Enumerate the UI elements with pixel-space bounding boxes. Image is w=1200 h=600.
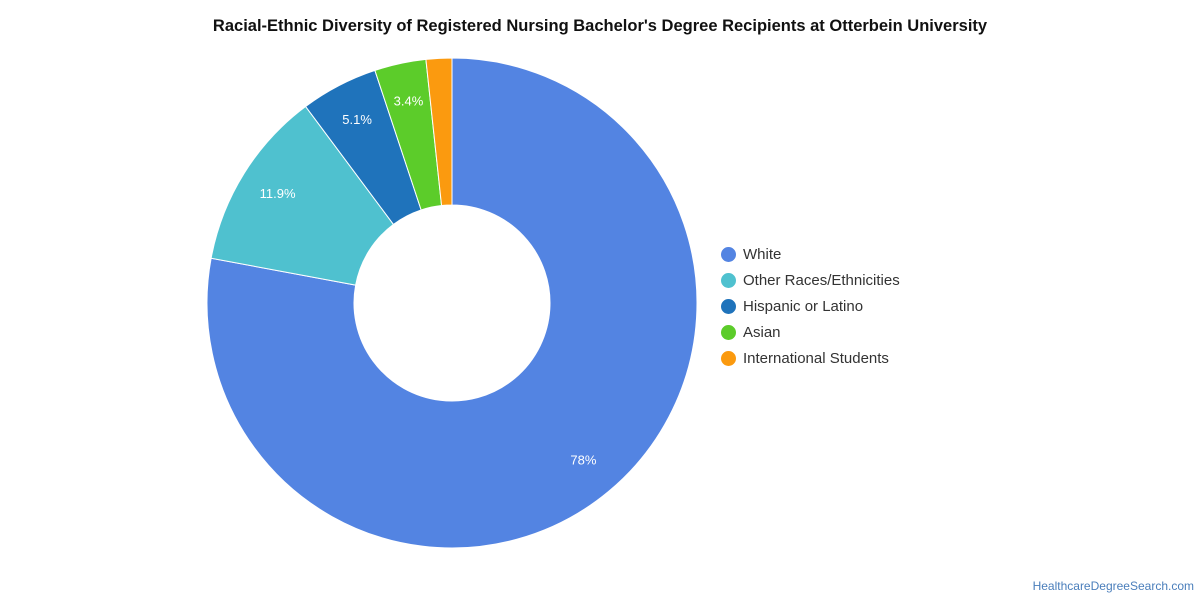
slice-label-hispanic-or-latino: 5.1% xyxy=(342,112,372,127)
legend-label-other-races: Other Races/Ethnicities xyxy=(743,271,900,289)
slice-label-asian: 3.4% xyxy=(394,94,424,109)
legend-label-international: International Students xyxy=(743,349,889,367)
legend-swatch-asian xyxy=(721,324,736,340)
chart-legend: White Other Races/Ethnicities Hispanic o… xyxy=(721,241,900,371)
legend-item-asian[interactable]: Asian xyxy=(721,319,900,345)
donut-slice-white[interactable] xyxy=(206,57,698,549)
legend-swatch-other-races xyxy=(721,272,736,288)
legend-item-hispanic[interactable]: Hispanic or Latino xyxy=(721,293,900,319)
donut-slice-other-races-ethnicities[interactable] xyxy=(210,105,395,286)
legend-label-white: White xyxy=(743,245,782,263)
legend-label-asian: Asian xyxy=(743,323,781,341)
donut-slice-international-students[interactable] xyxy=(425,57,453,207)
slice-label-other-races-ethnicities: 11.9% xyxy=(260,186,296,201)
legend-item-other-races[interactable]: Other Races/Ethnicities xyxy=(721,267,900,293)
chart-title: Racial-Ethnic Diversity of Registered Nu… xyxy=(212,17,988,35)
legend-item-international[interactable]: International Students xyxy=(721,345,900,371)
slice-label-white: 78% xyxy=(570,452,596,467)
legend-swatch-hispanic xyxy=(721,298,736,314)
legend-swatch-white xyxy=(721,246,736,262)
legend-swatch-international xyxy=(721,350,736,366)
legend-item-white[interactable]: White xyxy=(721,241,900,267)
legend-label-hispanic: Hispanic or Latino xyxy=(743,297,864,315)
source-credit-link[interactable]: HealthcareDegreeSearch.com xyxy=(1032,579,1194,593)
